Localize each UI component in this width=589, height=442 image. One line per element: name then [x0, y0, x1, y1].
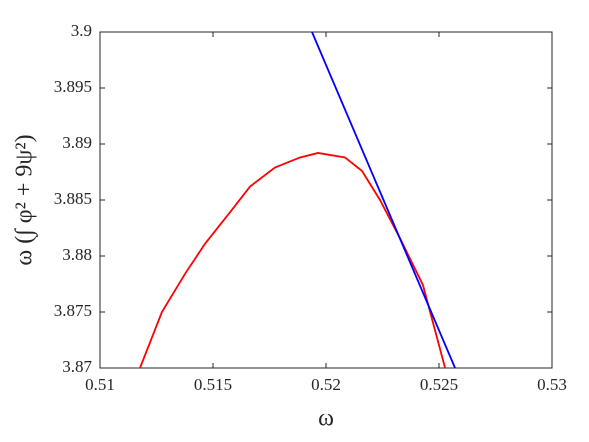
y-tick-label: 3.89 [62, 133, 92, 152]
y-tick-label: 3.875 [54, 301, 92, 320]
plot-frame [99, 31, 553, 369]
y-axis-label: ω (∫ φ² + 9ψ²) [12, 134, 39, 265]
x-axis-label: ω [318, 406, 334, 432]
x-tick-label: 0.51 [85, 375, 115, 394]
y-tick-label: 3.885 [54, 189, 92, 208]
x-tick-label: 0.515 [194, 375, 232, 394]
line-series [311, 32, 456, 368]
y-tick-label: 3.895 [54, 77, 92, 96]
y-tick-label: 3.9 [71, 21, 92, 40]
x-tick-label: 0.53 [537, 375, 567, 394]
y-tick-label: 3.88 [62, 245, 92, 264]
x-tick-label: 0.525 [420, 375, 458, 394]
line-series [139, 152, 446, 368]
x-tick-label: 0.52 [311, 375, 341, 394]
y-tick-label: 3.87 [62, 357, 92, 376]
